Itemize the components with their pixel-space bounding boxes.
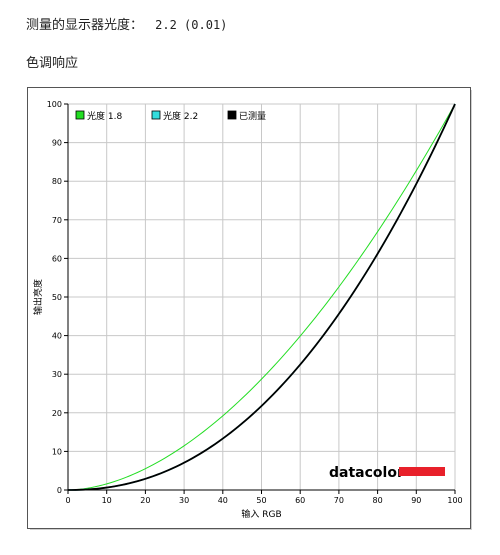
logo-text: datacolor <box>329 465 404 481</box>
measured-gamma-line: 测量的显示器光度： 2.2 (0.01) <box>26 14 227 33</box>
x-tick-label-10: 100 <box>447 496 462 505</box>
y-tick-label-1: 10 <box>52 447 62 456</box>
y-tick-label-10: 100 <box>47 100 62 109</box>
x-tick-label-7: 70 <box>334 496 344 505</box>
x-tick-label-3: 30 <box>179 496 189 505</box>
x-tick-label-5: 50 <box>256 496 266 505</box>
y-tick-label-2: 20 <box>52 409 62 418</box>
datacolor-logo: datacolor <box>329 465 445 481</box>
legend-label-1: 光度 2.2 <box>163 110 198 122</box>
x-tick-label-6: 60 <box>295 496 305 505</box>
x-tick-label-2: 20 <box>140 496 150 505</box>
legend-swatch-0 <box>75 110 85 120</box>
tone-response-chart: 0 10 20 30 40 50 60 70 80 90 100 0 10 20 30 40 50 60 70 80 9… <box>32 100 463 520</box>
x-tick-label-1: 10 <box>102 496 112 505</box>
legend-label-2: 已测量 <box>239 111 266 122</box>
y-tick-label-7: 70 <box>52 216 62 225</box>
measured-gamma-label: 测量的显示器光度： <box>26 18 144 33</box>
series-line-2 <box>67 103 456 491</box>
section-title: 色调响应 <box>26 56 79 71</box>
legend-swatch-1 <box>151 110 161 120</box>
y-tick-label-5: 50 <box>52 293 62 302</box>
y-tick-label-0: 0 <box>57 486 62 495</box>
y-tick-label-3: 30 <box>52 370 62 379</box>
axes: 0 10 20 30 40 50 60 70 80 90 100 0 10 20 30 40 50 60 70 80 9… <box>32 100 463 520</box>
legend: 光度 1.8 光度 2.2 已测量 <box>75 110 266 122</box>
logo-bar <box>399 467 445 476</box>
y-tick-label-9: 90 <box>52 139 62 148</box>
y-tick-label-6: 60 <box>52 254 62 263</box>
legend-label-0: 光度 1.8 <box>87 110 122 122</box>
y-axis-title: 输出亮度 <box>32 279 44 315</box>
legend-swatch-2 <box>227 110 237 120</box>
curves <box>67 103 456 491</box>
x-tick-label-4: 40 <box>218 496 228 505</box>
series-line-0 <box>67 103 456 491</box>
chart-frame: 0 10 20 30 40 50 60 70 80 90 100 0 10 20 30 40 50 60 70 80 9… <box>27 87 471 529</box>
y-tick-label-8: 80 <box>52 177 62 186</box>
x-tick-label-8: 80 <box>373 496 383 505</box>
x-axis-title: 输入 RGB <box>241 508 281 520</box>
x-tick-label-0: 0 <box>65 496 70 505</box>
measured-gamma-value: 2.2 (0.01) <box>155 18 228 32</box>
y-tick-label-4: 40 <box>52 332 62 341</box>
x-tick-label-9: 90 <box>411 496 421 505</box>
grid-lines <box>68 103 456 490</box>
